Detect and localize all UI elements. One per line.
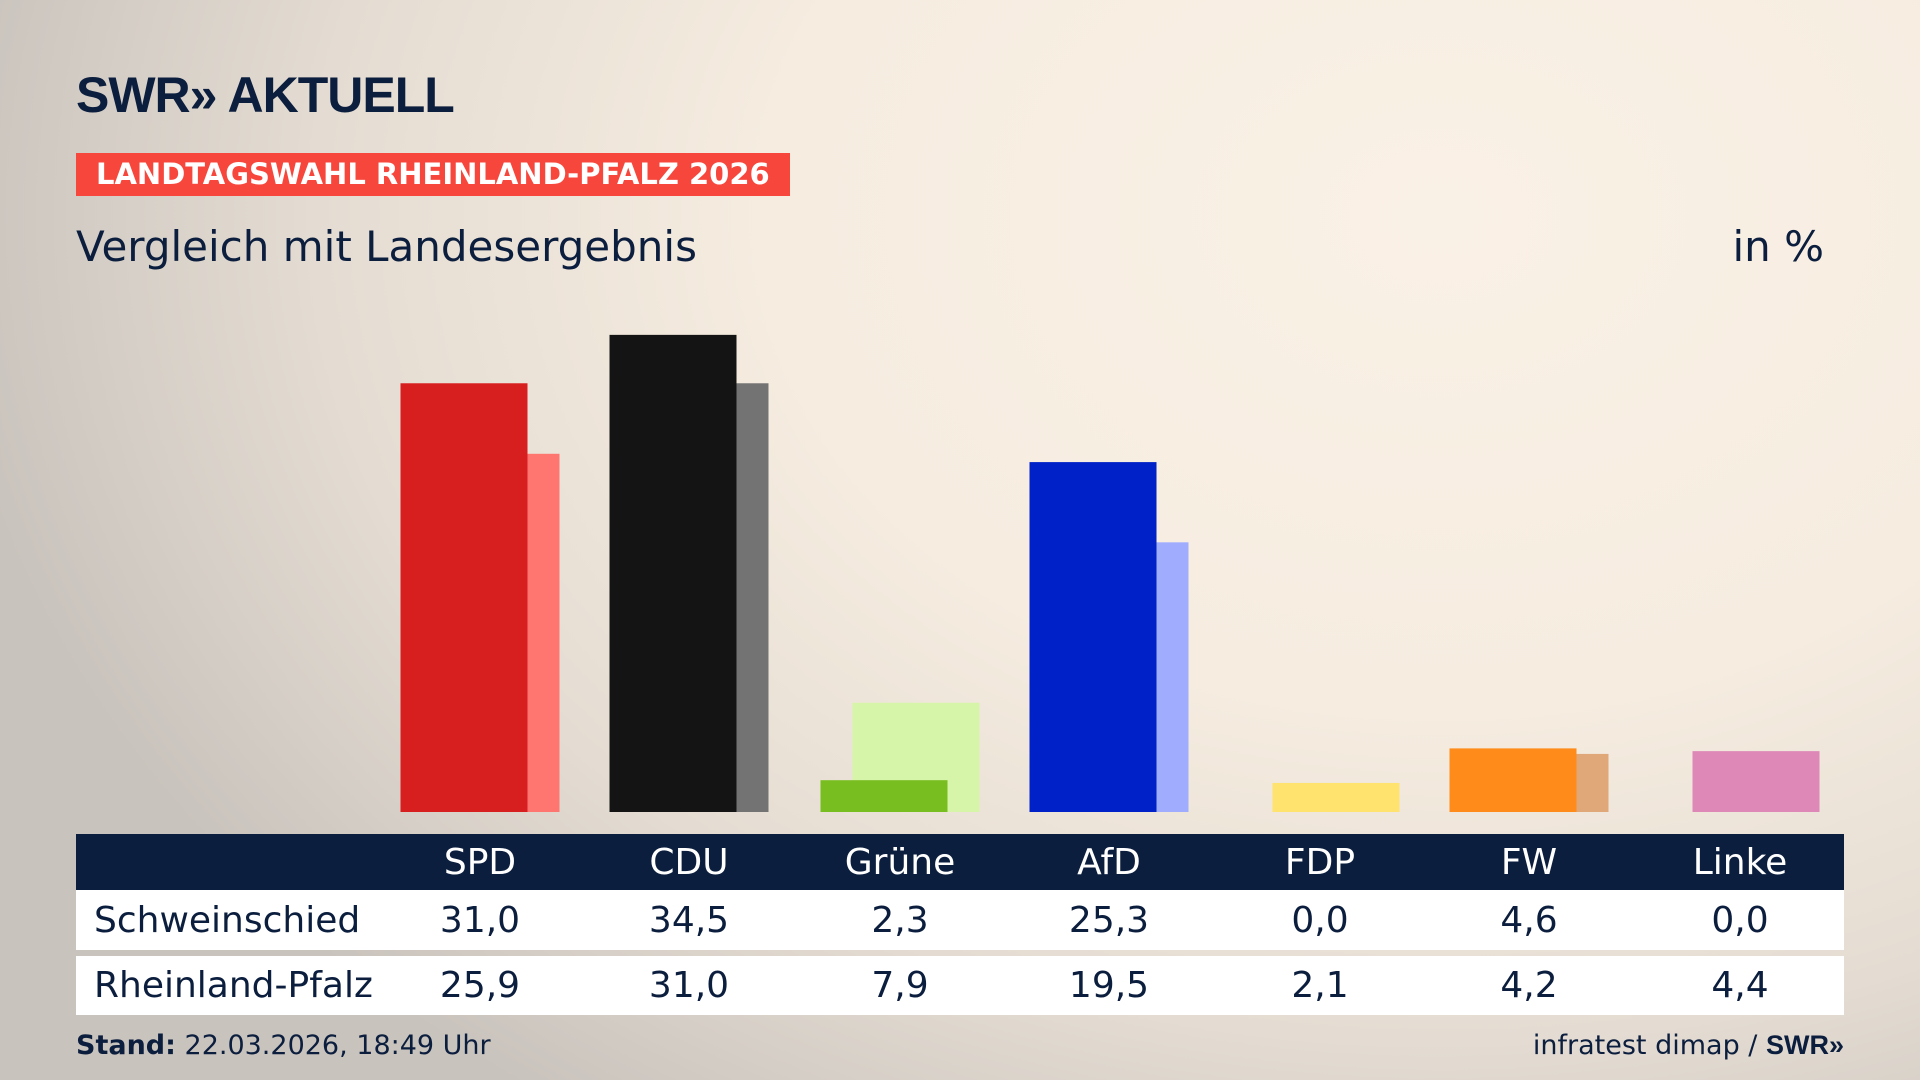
unit-label: in % bbox=[1732, 222, 1824, 271]
party-header: Grüne bbox=[844, 841, 956, 883]
table-row-rheinland-pfalz: Rheinland-Pfalz 25,9 31,0 7,9 19,5 2,1 4,2 4,4 bbox=[76, 956, 1844, 1015]
bar-fdp-rheinland-pfalz bbox=[1272, 782, 1400, 812]
election-banner: LANDTAGSWAHL RHEINLAND-PFALZ 2026 bbox=[76, 153, 790, 196]
party-header: AfD bbox=[1077, 841, 1141, 883]
bar-spd-schweinschied bbox=[400, 383, 528, 812]
table-header: SPD CDU Grüne AfD FDP FW Linke bbox=[76, 834, 1844, 890]
table-row-schweinschied: Schweinschied 31,0 34,5 2,3 25,3 0,0 4,6 0,0 bbox=[76, 890, 1844, 950]
value-cell: 4,4 bbox=[1711, 965, 1769, 1006]
bar-afd-schweinschied bbox=[1029, 462, 1157, 812]
value-cell: 2,1 bbox=[1291, 965, 1349, 1006]
value-cell: 25,9 bbox=[439, 965, 521, 1006]
bar-fw-schweinschied bbox=[1449, 748, 1577, 812]
bar-linke-rheinland-pfalz bbox=[1692, 751, 1820, 812]
value-cell: 7,9 bbox=[871, 965, 929, 1006]
swr-aktuell-logo: SWR» AKTUELL bbox=[76, 67, 455, 123]
timestamp: Stand: 22.03.2026, 18:49 Uhr bbox=[76, 1030, 491, 1061]
bar-grüne-schweinschied bbox=[820, 780, 948, 812]
chart-subtitle: Vergleich mit Landesergebnis bbox=[76, 222, 697, 271]
source-text: infratest dimap / bbox=[1532, 1030, 1766, 1061]
party-header: CDU bbox=[649, 841, 729, 883]
value-cell: 31,0 bbox=[439, 899, 521, 941]
bar-cdu-schweinschied bbox=[609, 334, 737, 812]
swr-logo: SWR» bbox=[1765, 1030, 1844, 1060]
value-cell: 4,2 bbox=[1500, 965, 1558, 1006]
value-cell: 0,0 bbox=[1291, 899, 1349, 941]
party-header: SPD bbox=[443, 841, 517, 883]
value-cell: 0,0 bbox=[1711, 899, 1769, 941]
value-cell: 25,3 bbox=[1068, 899, 1150, 941]
source: infratest dimap / SWR» bbox=[1533, 1030, 1844, 1061]
value-cell: 2,3 bbox=[871, 899, 929, 941]
value-cell: 19,5 bbox=[1068, 965, 1150, 1006]
party-header: FDP bbox=[1284, 841, 1356, 883]
stand-label: Stand: bbox=[76, 1030, 176, 1061]
value-cell: 4,6 bbox=[1500, 899, 1558, 941]
stand-value: 22.03.2026, 18:49 Uhr bbox=[184, 1030, 491, 1061]
party-header: Linke bbox=[1692, 841, 1788, 883]
row-label: Schweinschied bbox=[94, 899, 361, 941]
value-cell: 31,0 bbox=[648, 965, 730, 1006]
row-label: Rheinland-Pfalz bbox=[94, 965, 373, 1006]
value-cell: 34,5 bbox=[648, 899, 730, 941]
party-header: FW bbox=[1500, 841, 1558, 883]
